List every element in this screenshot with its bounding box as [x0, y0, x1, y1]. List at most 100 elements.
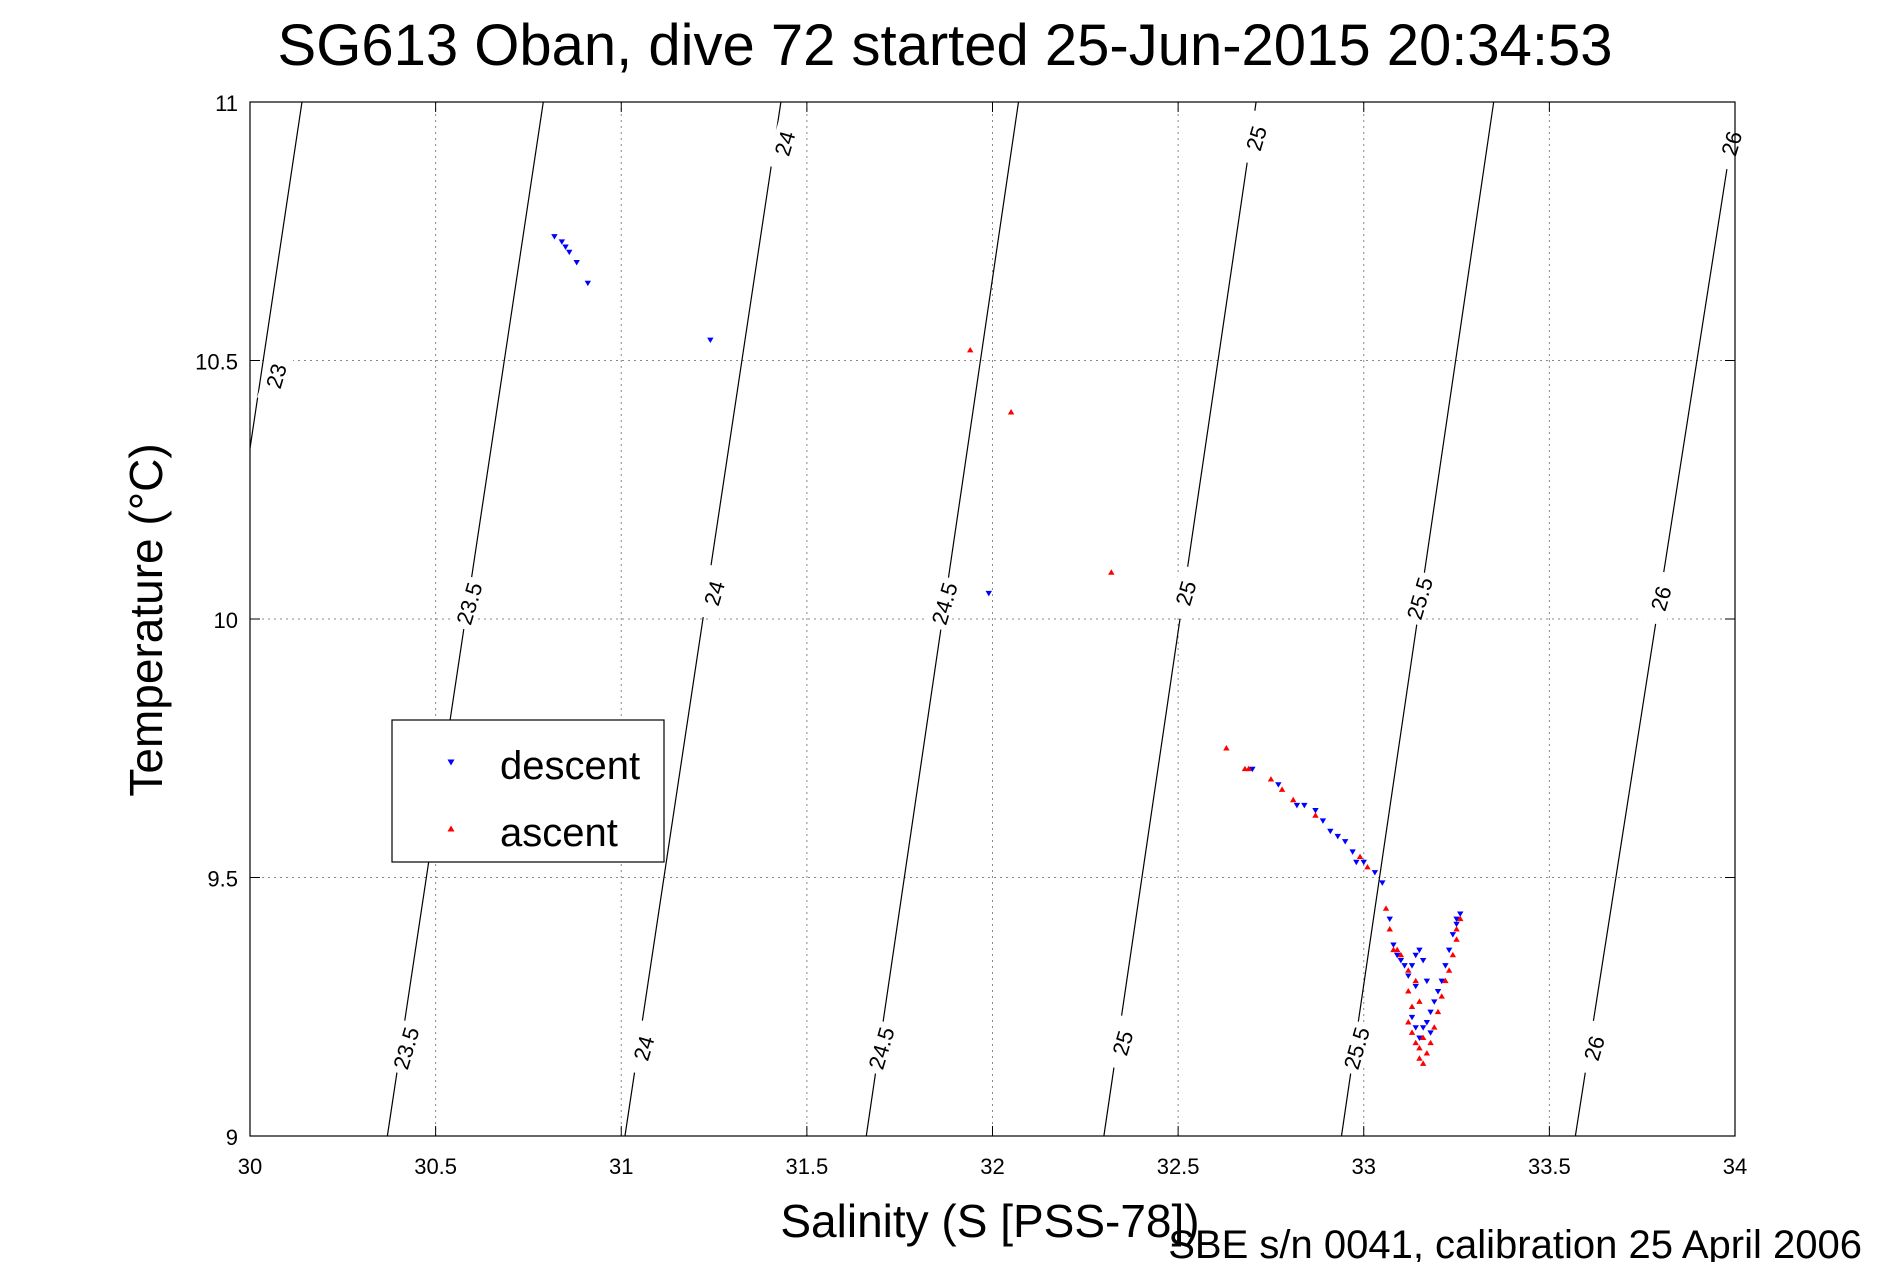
data-point-descent	[1327, 828, 1334, 835]
data-point-ascent	[1453, 926, 1460, 932]
data-point-descent	[1353, 859, 1360, 866]
contour-label-backdrop	[1166, 564, 1205, 622]
contour-label-backdrop	[1103, 1014, 1142, 1072]
data-point-descent	[562, 244, 569, 250]
x-tick-label: 32.5	[1157, 1154, 1200, 1179]
data-point-descent	[1449, 932, 1457, 938]
data-point-descent	[1405, 973, 1412, 979]
data-point-descent	[558, 239, 566, 245]
data-point-descent	[707, 337, 714, 344]
x-tick-label: 32	[980, 1154, 1004, 1179]
contour-label-backdrop	[1641, 569, 1680, 627]
density-contour-labels: 2323.523.524242424.524.525252525.525.526…	[257, 109, 1751, 1077]
y-tick-label: 10.5	[195, 350, 238, 375]
legend-label-descent: descent	[500, 744, 640, 788]
x-tick-label: 31.5	[785, 1154, 828, 1179]
data-point-descent	[1445, 947, 1453, 954]
contour-label-backdrop	[387, 1019, 425, 1077]
legend: descent ascent	[391, 719, 665, 863]
x-axis-label: Salinity (S [PSS-78])	[780, 1195, 1199, 1247]
data-point-ascent	[1412, 1039, 1419, 1046]
contour-label: 23.5	[388, 1024, 424, 1072]
data-point-ascent	[1427, 1039, 1434, 1046]
data-point-descent	[1416, 947, 1423, 954]
data-point-ascent	[1393, 946, 1401, 953]
contour-label-backdrop	[765, 115, 804, 172]
data-point-ascent	[1453, 936, 1460, 942]
data-point-ascent	[1245, 765, 1252, 772]
data-point-descent	[1390, 942, 1397, 948]
data-point-descent	[1293, 802, 1301, 809]
data-point-descent	[1360, 859, 1367, 866]
data-point-descent	[1301, 802, 1308, 809]
data-point-ascent	[1405, 1019, 1412, 1025]
contour-label-backdrop	[925, 575, 964, 632]
data-point-descent	[584, 280, 592, 287]
legend-marker-ascent	[447, 825, 455, 832]
data-point-descent	[1249, 766, 1256, 773]
contour-label-backdrop	[695, 564, 733, 622]
data-points	[551, 234, 1464, 1066]
data-point-ascent	[1408, 1029, 1416, 1035]
data-point-ascent	[1405, 988, 1412, 994]
contour-label-backdrop	[862, 1019, 900, 1077]
data-point-descent	[573, 260, 580, 266]
contour-label-backdrop	[1337, 1019, 1376, 1077]
y-tick-label: 9	[226, 1125, 238, 1150]
density-contour-26	[1574, 117, 1736, 1137]
x-tick-label: 31	[609, 1154, 633, 1179]
data-point-descent	[1412, 1025, 1419, 1031]
legend-label-ascent: ascent	[500, 811, 618, 855]
data-point-descent	[1431, 999, 1438, 1005]
data-point-ascent	[1356, 853, 1364, 860]
data-point-ascent	[1419, 1060, 1427, 1066]
contour-label: 25.5	[1402, 574, 1438, 622]
data-point-descent	[1386, 916, 1393, 923]
data-point-descent	[1334, 833, 1341, 840]
data-point-descent	[1341, 839, 1349, 845]
density-contour-25	[1103, 101, 1257, 1137]
data-point-descent	[1416, 1035, 1423, 1041]
data-point-descent	[1397, 957, 1405, 964]
contour-label: 24.5	[927, 580, 963, 628]
data-point-ascent	[1416, 998, 1423, 1004]
data-point-ascent	[1423, 1050, 1431, 1056]
data-point-descent	[1434, 989, 1442, 995]
contour-label-backdrop	[257, 347, 295, 405]
data-point-descent	[1379, 880, 1386, 886]
data-point-descent	[1408, 963, 1416, 969]
density-contour-24	[624, 101, 782, 1137]
data-point-descent	[1423, 978, 1431, 985]
data-point-ascent	[1223, 745, 1230, 751]
contour-label: 24.5	[864, 1024, 900, 1072]
data-point-ascent	[1438, 993, 1445, 999]
data-point-descent	[1371, 870, 1379, 876]
chart-title: SG613 Oban, dive 72 started 25-Jun-2015 …	[278, 13, 1613, 78]
data-point-descent	[1427, 1030, 1434, 1036]
density-contour-23	[249, 101, 303, 449]
data-point-descent	[1427, 1009, 1434, 1016]
data-point-descent	[1419, 1025, 1427, 1031]
data-point-ascent	[967, 346, 974, 353]
y-tick-label: 11	[215, 91, 238, 116]
y-axis-ticks: 9 9.5 10 10.5 11	[195, 91, 1735, 1150]
data-point-ascent	[1416, 1044, 1423, 1051]
contour-label-backdrop	[1400, 569, 1439, 627]
data-point-ascent	[1290, 796, 1297, 803]
data-point-ascent	[1434, 1008, 1442, 1015]
calibration-note: SBE s/n 0041, calibration 25 April 2006	[1168, 1223, 1862, 1262]
data-point-descent	[1393, 952, 1401, 959]
data-point-descent	[985, 590, 992, 597]
data-point-descent	[1312, 808, 1319, 814]
data-point-ascent	[1449, 951, 1457, 958]
x-axis-ticks: 30 30.5 31 31.5 32 32.5 33 33.5 34	[238, 102, 1747, 1179]
contour-label-backdrop	[1712, 115, 1751, 172]
y-tick-label: 9.5	[207, 867, 238, 892]
x-tick-label: 30.5	[414, 1154, 457, 1179]
data-point-descent	[1412, 983, 1419, 990]
data-point-descent	[1412, 952, 1419, 959]
data-point-ascent	[1442, 977, 1449, 984]
x-tick-label: 33.5	[1528, 1154, 1571, 1179]
x-tick-label: 34	[1723, 1154, 1747, 1179]
